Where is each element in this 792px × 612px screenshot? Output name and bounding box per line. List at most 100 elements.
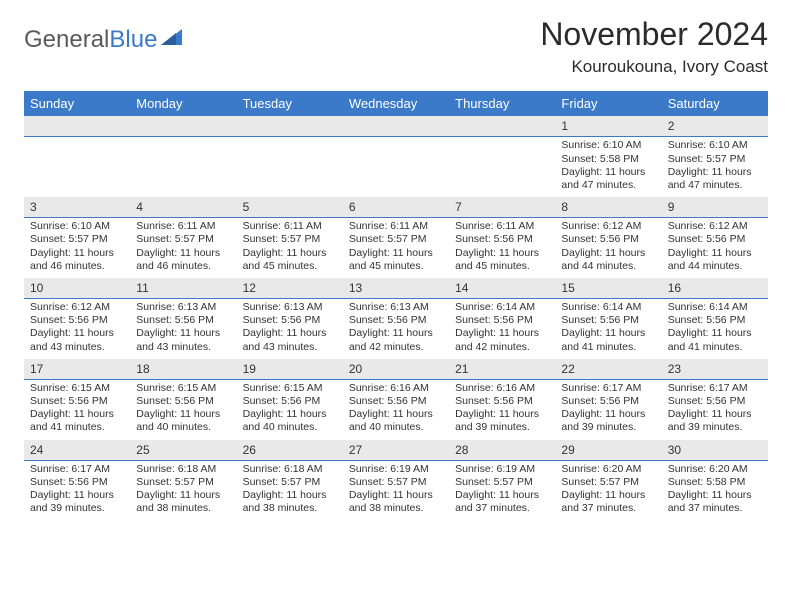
calendar-cell: 25Sunrise: 6:18 AMSunset: 5:57 PMDayligh…	[130, 440, 236, 521]
sunrise-text: Sunrise: 6:20 AM	[561, 463, 655, 476]
daylight-text-2: and 39 minutes.	[455, 421, 549, 434]
sunset-text: Sunset: 5:56 PM	[455, 314, 549, 327]
calendar-cell: 20Sunrise: 6:16 AMSunset: 5:56 PMDayligh…	[343, 359, 449, 440]
daylight-text-1: Daylight: 11 hours	[668, 327, 762, 340]
calendar-row: 24Sunrise: 6:17 AMSunset: 5:56 PMDayligh…	[24, 440, 768, 521]
daylight-text-2: and 39 minutes.	[30, 502, 124, 515]
daylight-text-1: Daylight: 11 hours	[561, 489, 655, 502]
calendar-cell: 30Sunrise: 6:20 AMSunset: 5:58 PMDayligh…	[662, 440, 768, 521]
daylight-text-2: and 43 minutes.	[136, 341, 230, 354]
day-body: Sunrise: 6:16 AMSunset: 5:56 PMDaylight:…	[343, 380, 449, 440]
sunrise-text: Sunrise: 6:17 AM	[561, 382, 655, 395]
sunset-text: Sunset: 5:57 PM	[561, 476, 655, 489]
daylight-text-2: and 37 minutes.	[668, 502, 762, 515]
day-body: Sunrise: 6:11 AMSunset: 5:56 PMDaylight:…	[449, 218, 555, 278]
sunset-text: Sunset: 5:56 PM	[668, 314, 762, 327]
sunrise-text: Sunrise: 6:15 AM	[136, 382, 230, 395]
calendar-cell: 3Sunrise: 6:10 AMSunset: 5:57 PMDaylight…	[24, 197, 130, 278]
daylight-text-2: and 37 minutes.	[455, 502, 549, 515]
day-body: Sunrise: 6:14 AMSunset: 5:56 PMDaylight:…	[662, 299, 768, 359]
empty-day-number	[24, 116, 130, 137]
sunrise-text: Sunrise: 6:19 AM	[455, 463, 549, 476]
page-header: GeneralBlue November 2024 Kouroukouna, I…	[24, 16, 768, 77]
daylight-text-2: and 43 minutes.	[243, 341, 337, 354]
daylight-text-2: and 40 minutes.	[349, 421, 443, 434]
sunrise-text: Sunrise: 6:16 AM	[349, 382, 443, 395]
sunrise-text: Sunrise: 6:18 AM	[136, 463, 230, 476]
day-number: 22	[555, 359, 661, 380]
daylight-text-1: Daylight: 11 hours	[136, 408, 230, 421]
daylight-text-1: Daylight: 11 hours	[243, 327, 337, 340]
calendar-cell: 10Sunrise: 6:12 AMSunset: 5:56 PMDayligh…	[24, 278, 130, 359]
calendar-cell	[24, 116, 130, 197]
sunset-text: Sunset: 5:58 PM	[668, 476, 762, 489]
sunrise-text: Sunrise: 6:11 AM	[455, 220, 549, 233]
calendar-cell: 9Sunrise: 6:12 AMSunset: 5:56 PMDaylight…	[662, 197, 768, 278]
empty-day-number	[237, 116, 343, 137]
day-body: Sunrise: 6:10 AMSunset: 5:57 PMDaylight:…	[24, 218, 130, 278]
calendar-cell: 19Sunrise: 6:15 AMSunset: 5:56 PMDayligh…	[237, 359, 343, 440]
calendar-cell: 28Sunrise: 6:19 AMSunset: 5:57 PMDayligh…	[449, 440, 555, 521]
daylight-text-1: Daylight: 11 hours	[136, 327, 230, 340]
daylight-text-2: and 41 minutes.	[668, 341, 762, 354]
location: Kouroukouna, Ivory Coast	[540, 57, 768, 77]
sunrise-text: Sunrise: 6:12 AM	[561, 220, 655, 233]
logo-text-2: Blue	[109, 26, 157, 54]
day-body: Sunrise: 6:19 AMSunset: 5:57 PMDaylight:…	[449, 461, 555, 521]
sunset-text: Sunset: 5:56 PM	[561, 233, 655, 246]
calendar-cell: 5Sunrise: 6:11 AMSunset: 5:57 PMDaylight…	[237, 197, 343, 278]
sunset-text: Sunset: 5:56 PM	[243, 314, 337, 327]
daylight-text-1: Daylight: 11 hours	[349, 327, 443, 340]
day-number: 15	[555, 278, 661, 299]
day-body: Sunrise: 6:13 AMSunset: 5:56 PMDaylight:…	[130, 299, 236, 359]
empty-day-number	[343, 116, 449, 137]
daylight-text-1: Daylight: 11 hours	[136, 489, 230, 502]
sunset-text: Sunset: 5:57 PM	[30, 233, 124, 246]
sunset-text: Sunset: 5:57 PM	[668, 153, 762, 166]
daylight-text-2: and 38 minutes.	[243, 502, 337, 515]
day-number: 23	[662, 359, 768, 380]
weekday-header: Monday	[130, 91, 236, 116]
day-body: Sunrise: 6:12 AMSunset: 5:56 PMDaylight:…	[24, 299, 130, 359]
sunset-text: Sunset: 5:57 PM	[243, 476, 337, 489]
daylight-text-2: and 41 minutes.	[30, 421, 124, 434]
calendar-cell: 23Sunrise: 6:17 AMSunset: 5:56 PMDayligh…	[662, 359, 768, 440]
sunset-text: Sunset: 5:56 PM	[30, 314, 124, 327]
day-number: 6	[343, 197, 449, 218]
daylight-text-2: and 45 minutes.	[349, 260, 443, 273]
calendar-page: GeneralBlue November 2024 Kouroukouna, I…	[0, 0, 792, 530]
day-number: 13	[343, 278, 449, 299]
day-number: 19	[237, 359, 343, 380]
calendar-table: Sunday Monday Tuesday Wednesday Thursday…	[24, 91, 768, 520]
empty-day-number	[449, 116, 555, 137]
day-number: 1	[555, 116, 661, 137]
sunrise-text: Sunrise: 6:19 AM	[349, 463, 443, 476]
calendar-row: 3Sunrise: 6:10 AMSunset: 5:57 PMDaylight…	[24, 197, 768, 278]
calendar-cell: 4Sunrise: 6:11 AMSunset: 5:57 PMDaylight…	[130, 197, 236, 278]
day-number: 30	[662, 440, 768, 461]
calendar-tbody: 1Sunrise: 6:10 AMSunset: 5:58 PMDaylight…	[24, 116, 768, 520]
calendar-cell: 26Sunrise: 6:18 AMSunset: 5:57 PMDayligh…	[237, 440, 343, 521]
day-body: Sunrise: 6:11 AMSunset: 5:57 PMDaylight:…	[343, 218, 449, 278]
day-number: 26	[237, 440, 343, 461]
calendar-cell: 24Sunrise: 6:17 AMSunset: 5:56 PMDayligh…	[24, 440, 130, 521]
daylight-text-2: and 37 minutes.	[561, 502, 655, 515]
empty-day-number	[130, 116, 236, 137]
day-number: 17	[24, 359, 130, 380]
day-number: 8	[555, 197, 661, 218]
sunrise-text: Sunrise: 6:14 AM	[455, 301, 549, 314]
sunset-text: Sunset: 5:56 PM	[30, 395, 124, 408]
empty-day-body	[343, 137, 449, 195]
calendar-cell: 17Sunrise: 6:15 AMSunset: 5:56 PMDayligh…	[24, 359, 130, 440]
calendar-cell: 27Sunrise: 6:19 AMSunset: 5:57 PMDayligh…	[343, 440, 449, 521]
sunrise-text: Sunrise: 6:13 AM	[136, 301, 230, 314]
sunrise-text: Sunrise: 6:14 AM	[561, 301, 655, 314]
calendar-cell: 12Sunrise: 6:13 AMSunset: 5:56 PMDayligh…	[237, 278, 343, 359]
daylight-text-1: Daylight: 11 hours	[668, 247, 762, 260]
sunrise-text: Sunrise: 6:16 AM	[455, 382, 549, 395]
daylight-text-1: Daylight: 11 hours	[455, 327, 549, 340]
day-body: Sunrise: 6:13 AMSunset: 5:56 PMDaylight:…	[343, 299, 449, 359]
logo-text-1: General	[24, 26, 109, 54]
sunset-text: Sunset: 5:57 PM	[349, 233, 443, 246]
empty-day-body	[24, 137, 130, 195]
